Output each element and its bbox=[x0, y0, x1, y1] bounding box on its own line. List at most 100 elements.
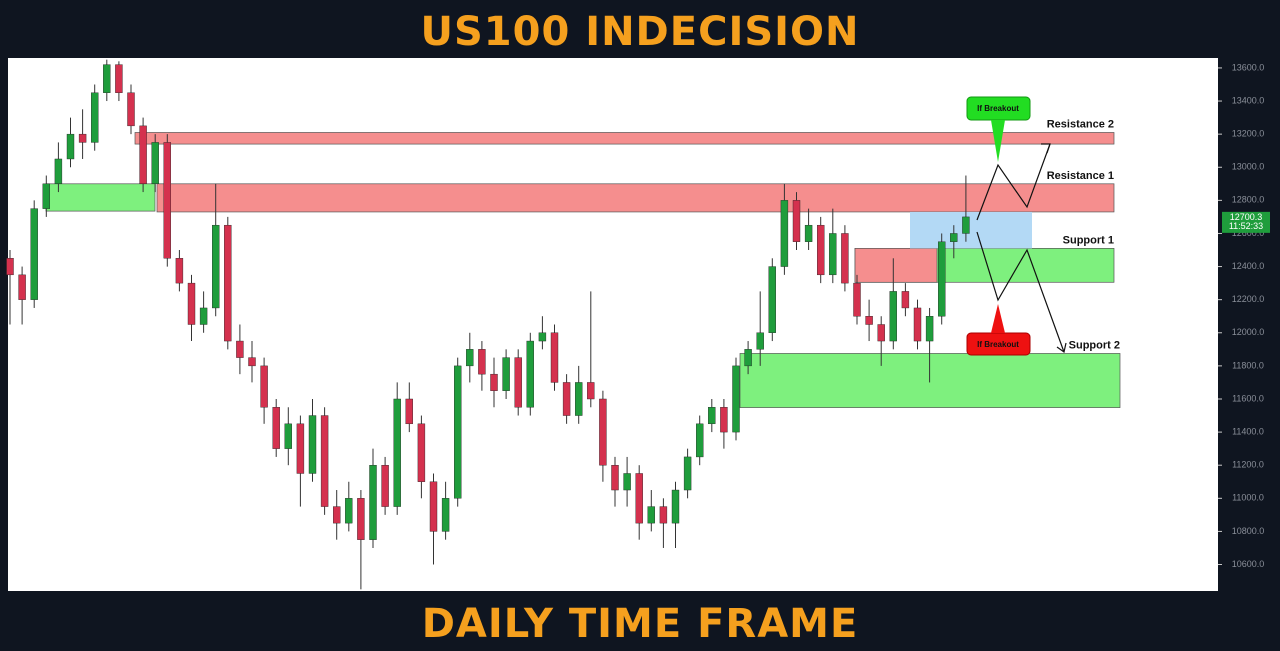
candle-body bbox=[441, 498, 450, 532]
y-tick-label: 11600.0 bbox=[1232, 393, 1264, 403]
y-tick-label: 13400.0 bbox=[1232, 95, 1265, 105]
price-label: 12700.3 bbox=[1230, 212, 1263, 222]
zone bbox=[45, 183, 156, 212]
candle-body bbox=[90, 92, 99, 143]
arrow-head bbox=[1041, 143, 1051, 154]
candle-body bbox=[429, 481, 438, 532]
candle-body bbox=[393, 398, 401, 507]
candle-body bbox=[538, 332, 547, 342]
arrow-head bbox=[1056, 342, 1067, 354]
y-tick-label: 10800.0 bbox=[1232, 526, 1265, 536]
candle-body bbox=[224, 224, 232, 342]
candle-body bbox=[913, 307, 922, 342]
candle-body bbox=[792, 200, 801, 242]
candle-body bbox=[345, 498, 353, 524]
plot-area bbox=[8, 58, 1218, 591]
zone-label: Support 1 bbox=[1063, 234, 1114, 246]
zone bbox=[156, 183, 1115, 213]
chart-title: US100 INDECISION bbox=[420, 9, 859, 55]
callout-down: If Breakout bbox=[966, 304, 1031, 356]
candle-body bbox=[587, 382, 595, 400]
y-tick-label: 11800.0 bbox=[1232, 360, 1264, 370]
y-tick-label: 11400.0 bbox=[1232, 426, 1264, 436]
callout-label: If Breakout bbox=[977, 340, 1019, 349]
y-tick-label: 13000.0 bbox=[1232, 162, 1265, 172]
candle-body bbox=[925, 316, 934, 342]
candle-body bbox=[211, 224, 220, 309]
zone-label: Resistance 2 bbox=[1047, 118, 1114, 130]
candle-body bbox=[466, 349, 474, 367]
candle-body bbox=[151, 142, 159, 185]
candle-body bbox=[405, 398, 413, 425]
y-tick-label: 12800.0 bbox=[1232, 195, 1265, 205]
candle-body bbox=[514, 357, 522, 408]
y-axis: 10600.0 10800.0 11000.0 11200.0 11400.0 11600… bbox=[1218, 62, 1264, 569]
candle-body bbox=[865, 316, 873, 325]
candle-body bbox=[901, 291, 910, 309]
candle-body bbox=[478, 349, 486, 375]
y-tick-label: 13200.0 bbox=[1232, 129, 1265, 139]
candle-body bbox=[248, 357, 256, 367]
candle-body bbox=[272, 407, 280, 449]
y-tick-label: 10600.0 bbox=[1232, 559, 1265, 569]
candle-body bbox=[659, 506, 668, 524]
y-tick-label: 11200.0 bbox=[1232, 460, 1264, 470]
candle-body bbox=[829, 233, 837, 276]
candle-body bbox=[139, 125, 147, 185]
candle-body bbox=[780, 200, 789, 267]
candle-body bbox=[236, 340, 244, 358]
candle-body bbox=[103, 64, 111, 93]
candle-body bbox=[54, 158, 63, 185]
candle-body bbox=[66, 133, 75, 160]
candle-body bbox=[647, 506, 655, 524]
candle-body bbox=[696, 423, 704, 458]
candle-body bbox=[199, 307, 208, 325]
candle-body bbox=[804, 224, 813, 242]
y-tick-label: 12000.0 bbox=[1232, 327, 1265, 337]
candle-body bbox=[732, 365, 740, 433]
candle-body bbox=[296, 423, 305, 474]
candle-body bbox=[671, 489, 680, 524]
candle-body bbox=[841, 233, 849, 284]
candle-body bbox=[454, 365, 462, 499]
zone-label: Support 2 bbox=[1069, 339, 1120, 351]
candle-body bbox=[526, 340, 534, 408]
footer-title: DAILY TIME FRAME bbox=[422, 601, 859, 647]
candle-body bbox=[635, 473, 643, 524]
candle-body bbox=[284, 423, 292, 449]
candle-body bbox=[163, 142, 172, 259]
candle-body bbox=[562, 382, 571, 416]
candle-body bbox=[42, 183, 50, 209]
candle-body bbox=[78, 133, 87, 143]
candle-body bbox=[877, 324, 885, 342]
price-tag bbox=[1222, 211, 1270, 233]
candle-body bbox=[768, 266, 776, 333]
bullish-path bbox=[976, 143, 1051, 221]
callout-label: If Breakout bbox=[977, 104, 1019, 113]
bearish-path bbox=[976, 231, 1065, 353]
zone bbox=[854, 248, 938, 283]
candle-body bbox=[599, 398, 607, 466]
candle-body bbox=[30, 208, 38, 300]
candle-body bbox=[417, 423, 426, 482]
candle-body bbox=[575, 382, 583, 416]
zone-label: Resistance 1 bbox=[1047, 170, 1114, 182]
candle-body bbox=[683, 456, 692, 491]
candle-body bbox=[369, 464, 377, 540]
projection-arrows bbox=[976, 143, 1067, 354]
candle-body bbox=[333, 506, 341, 524]
candle-body bbox=[18, 274, 26, 300]
zone bbox=[134, 132, 1115, 145]
candle-body bbox=[889, 291, 897, 342]
candle-body bbox=[623, 473, 631, 491]
candle-body bbox=[308, 415, 317, 474]
candle-body bbox=[720, 407, 728, 433]
candle-body bbox=[320, 415, 329, 507]
candle-body bbox=[744, 349, 752, 367]
candle-body bbox=[938, 241, 946, 317]
candle-body bbox=[115, 64, 123, 93]
candle-body bbox=[187, 282, 196, 325]
candle-body bbox=[502, 357, 510, 391]
candle-body bbox=[962, 216, 970, 234]
